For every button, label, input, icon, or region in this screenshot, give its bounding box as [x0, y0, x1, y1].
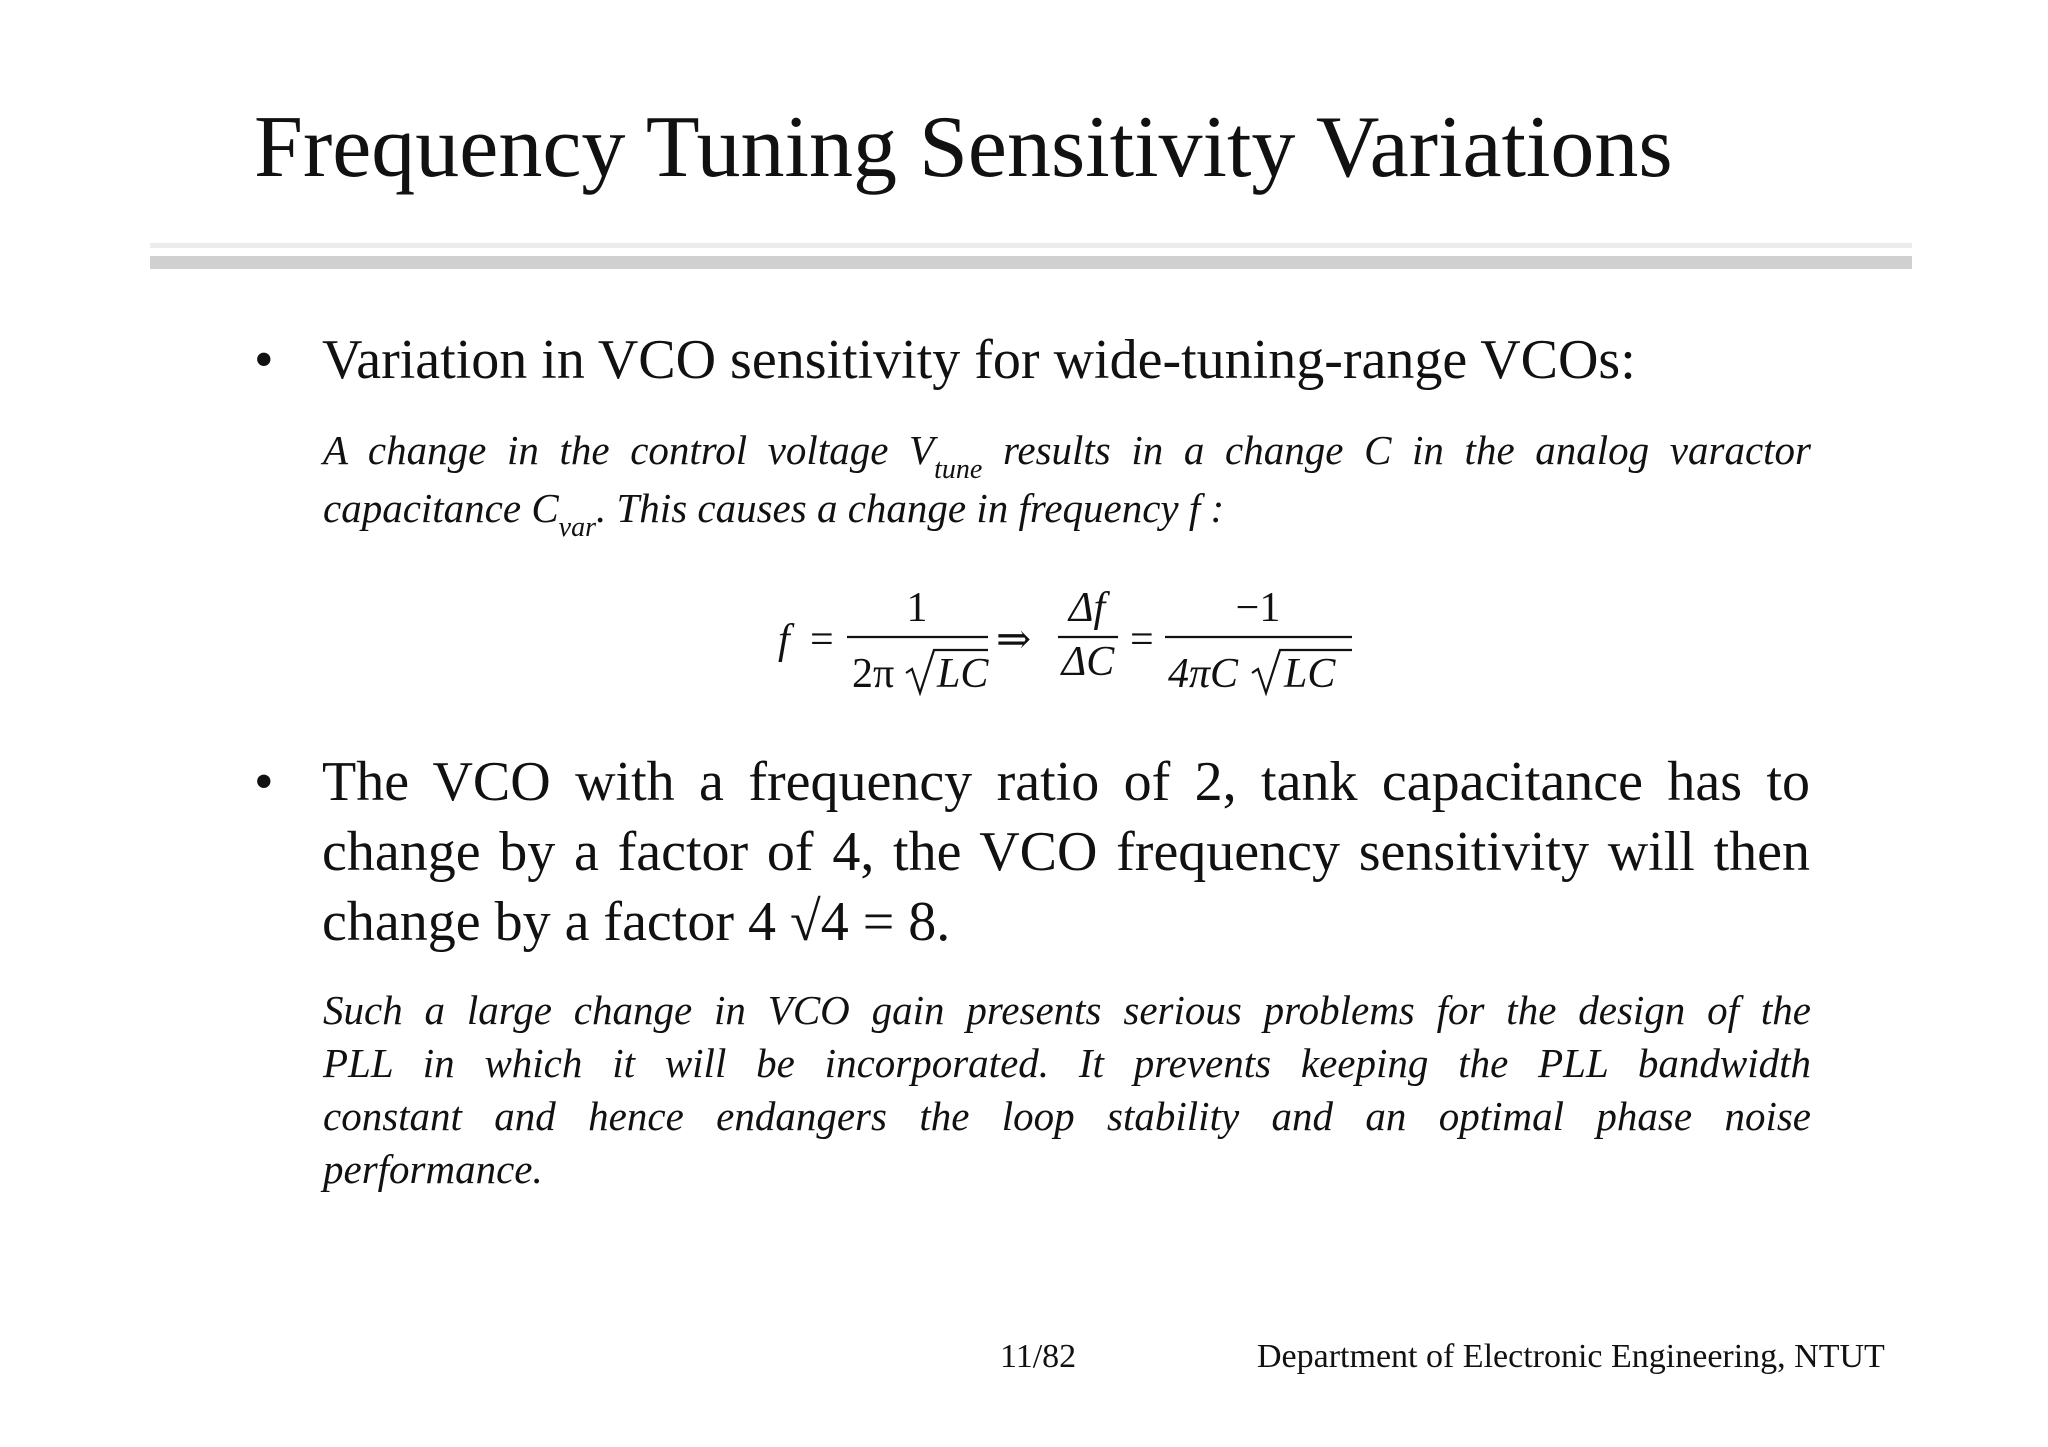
bullet-text: The VCO with a frequency ratio of 2, tan…	[322, 751, 1810, 953]
eq-numerator-1: 1	[907, 585, 928, 631]
eq-sqrt-arg-1: LC	[936, 651, 989, 697]
note-line: constant and hence endangers the loop st…	[323, 1093, 1811, 1139]
title-divider-thin	[150, 243, 1912, 248]
note-pll-impact: Such a large change in VCO gain presents…	[323, 984, 1811, 1196]
page-number: 11/82	[1000, 1338, 1077, 1375]
eq-sqrt-arg-2: LC	[1283, 651, 1336, 697]
eq-implies-arrow: ⇒	[996, 617, 1031, 663]
sqrt-icon	[1251, 648, 1352, 697]
slide-title: Frequency Tuning Sensitivity Variations	[254, 99, 1673, 196]
sqrt-icon	[905, 648, 988, 697]
bullet-item-2: • The VCO with a frequency ratio of 2, t…	[254, 747, 1810, 957]
eq-denominator-3-prefix: 4πC	[1168, 651, 1239, 697]
bullet-item-1: • Variation in VCO sensitivity for wide-…	[254, 325, 1810, 395]
bullet-marker: •	[254, 751, 274, 813]
subscript-tune: tune	[934, 454, 983, 485]
eq-f-symbol: f	[778, 617, 795, 663]
subscript-var: var	[558, 512, 596, 543]
eq-denominator-2: ΔC	[1060, 639, 1116, 685]
note-control-voltage: A change in the control voltage Vtune re…	[323, 424, 1811, 543]
eq-equals-2: =	[1130, 617, 1154, 663]
note-text: capacitance C	[323, 485, 559, 531]
eq-numerator-3: −1	[1236, 585, 1281, 631]
bullet-text: Variation in VCO sensitivity for wide-tu…	[322, 329, 1636, 391]
title-divider-thick	[150, 256, 1912, 269]
frequency-sensitivity-equation: f = 1 2π LC ⇒ Δf ΔC = −1 4πC LC	[778, 585, 1352, 697]
note-line: PLL in which it will be incorporated. It…	[323, 1040, 1811, 1086]
note-line: performance.	[323, 1146, 543, 1192]
note-text: A change in the control voltage V	[323, 427, 935, 473]
eq-equals-1: =	[810, 617, 834, 663]
bullet-marker: •	[254, 329, 274, 391]
note-text: . This causes a change in frequency f :	[596, 485, 1225, 531]
note-line: Such a large change in VCO gain presents…	[323, 987, 1811, 1033]
department-footer: Department of Electronic Engineering, NT…	[1257, 1338, 1885, 1375]
note-line: A change in the control voltage Vtune re…	[323, 424, 1811, 485]
note-line: capacitance Cvar. This causes a change i…	[323, 482, 1811, 543]
eq-numerator-2: Δf	[1067, 585, 1111, 631]
note-text: results in a change C in the analog vara…	[982, 427, 1811, 473]
eq-denominator-1-prefix: 2π	[852, 651, 894, 697]
